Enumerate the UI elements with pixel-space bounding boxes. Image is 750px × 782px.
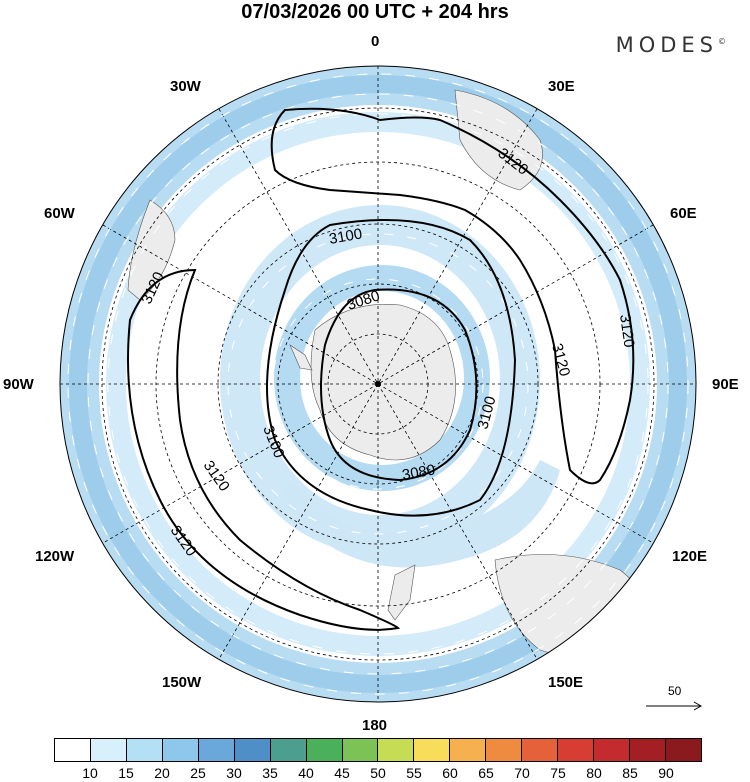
lon-label-90w: 90W [3, 376, 34, 393]
colorbar-label: 70 [514, 765, 530, 781]
colorbar-label: 60 [442, 765, 458, 781]
colorbar-label: 20 [154, 765, 170, 781]
colorbar-swatch [342, 739, 379, 761]
contour-3120-west [127, 268, 401, 631]
colorbar-swatch [378, 739, 415, 761]
colorbar-label: 40 [298, 765, 314, 781]
map-title: 07/03/2026 00 UTC + 204 hrs [241, 1, 509, 23]
wind-reference-value: 50 [668, 684, 682, 698]
colorbar [54, 738, 702, 762]
colorbar-label: 25 [190, 765, 206, 781]
colorbar-swatch [414, 739, 451, 761]
lon-label-150w: 150W [162, 674, 202, 691]
new-zealand [387, 564, 416, 621]
colorbar-swatch [198, 739, 235, 761]
pole-marker [375, 381, 381, 387]
colorbar-label: 50 [370, 765, 386, 781]
colorbar-swatch [522, 739, 559, 761]
colorbar-label: 15 [118, 765, 134, 781]
lon-label-60e: 60E [670, 205, 697, 222]
colorbar-swatch [306, 739, 343, 761]
lon-label-180: 180 [362, 717, 388, 734]
colorbar-swatch [126, 739, 163, 761]
lon-label-120w: 120W [35, 548, 75, 565]
colorbar-swatch [630, 739, 666, 761]
colorbar-label: 10 [82, 765, 98, 781]
colorbar-swatch [558, 739, 595, 761]
contour-label: 3120 [616, 313, 637, 348]
lon-label-120e: 120E [672, 548, 708, 565]
lon-label-150e: 150E [548, 674, 584, 691]
colorbar-swatch [162, 739, 199, 761]
colorbar-swatch [486, 739, 523, 761]
contour-3080 [320, 288, 478, 482]
contour-label: 3080 [401, 461, 437, 484]
colorbar-swatch [594, 739, 630, 761]
colorbar-swatch [55, 739, 91, 761]
brand-logo: MODES© [615, 33, 726, 57]
wind-vectors [67, 73, 689, 695]
wind-reference-key: 50 [640, 684, 710, 720]
contour-3100 [266, 219, 517, 517]
lon-label-30w: 30W [170, 78, 201, 95]
antarctic-peninsula [289, 344, 313, 371]
contour-label: 3100 [328, 225, 364, 248]
height-contours [127, 107, 635, 631]
colorbar-swatch [270, 739, 307, 761]
colorbar-label: 65 [478, 765, 494, 781]
colorbar-swatch [665, 739, 701, 761]
colorbar-label: 90 [658, 765, 674, 781]
wind-reference-arrow [646, 701, 703, 711]
graticule [60, 66, 696, 702]
lon-label-0: 0 [371, 33, 380, 50]
colorbar-label: 35 [262, 765, 278, 781]
lon-label-60w: 60W [44, 205, 75, 222]
colorbar-label: 80 [586, 765, 602, 781]
map-border [59, 65, 697, 703]
colorbar-swatch [234, 739, 271, 761]
colorbar-label: 55 [406, 765, 422, 781]
colorbar-label: 85 [622, 765, 638, 781]
antarctica [310, 304, 456, 461]
shade-patch-south [280, 460, 560, 568]
colorbar-label: 30 [226, 765, 242, 781]
lon-label-30e: 30E [548, 78, 575, 95]
colorbar-label: 75 [550, 765, 566, 781]
colorbar-label: 45 [334, 765, 350, 781]
contour-3120-east [270, 107, 635, 485]
colorbar-swatch [90, 739, 127, 761]
colorbar-swatch [450, 739, 487, 761]
colorbar-labels: 10 15 20 25 30 35 40 45 50 55 60 65 70 75 80 85 90 [54, 765, 702, 781]
lon-label-90e: 90E [712, 376, 739, 393]
